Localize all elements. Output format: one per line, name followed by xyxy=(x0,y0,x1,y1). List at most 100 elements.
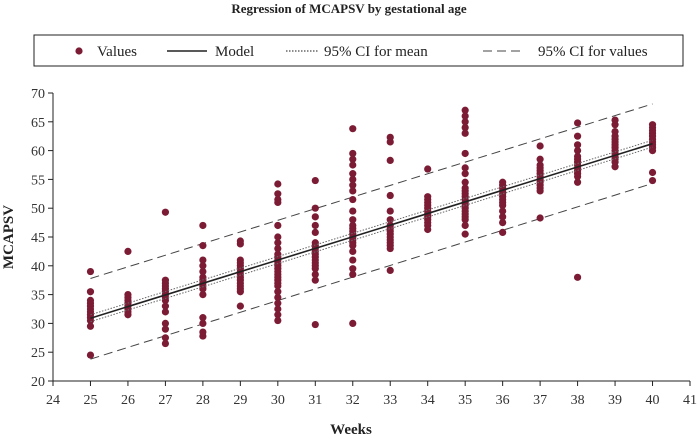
data-point xyxy=(573,152,582,160)
data-point xyxy=(461,106,469,114)
data-point xyxy=(349,265,357,273)
x-tick-label: 39 xyxy=(608,393,622,408)
data-point xyxy=(573,141,582,149)
y-tick-label: 55 xyxy=(31,173,45,188)
x-tick-label: 34 xyxy=(421,393,435,408)
data-point xyxy=(274,244,282,253)
data-point xyxy=(386,266,394,275)
x-tick-label: 31 xyxy=(308,393,322,408)
data-point xyxy=(461,129,469,137)
data-point xyxy=(536,142,544,150)
data-point xyxy=(199,319,207,327)
x-tick-label: 32 xyxy=(346,393,360,408)
x-tick-label: 33 xyxy=(383,393,397,408)
ci-values-lower-line xyxy=(90,182,653,360)
data-point xyxy=(499,207,507,215)
data-point xyxy=(311,320,319,329)
data-point xyxy=(161,334,170,342)
data-point xyxy=(461,230,469,238)
data-point xyxy=(386,207,394,215)
data-point xyxy=(499,228,507,236)
data-point xyxy=(349,170,357,178)
data-point xyxy=(199,291,207,299)
y-tick-label: 25 xyxy=(31,346,45,361)
y-tick-label: 50 xyxy=(31,202,45,217)
data-point xyxy=(86,288,95,296)
legend-ci-values-label: 95% CI for values xyxy=(538,44,648,60)
data-point xyxy=(274,233,282,241)
model-line xyxy=(90,142,653,319)
data-point xyxy=(311,276,319,284)
data-point xyxy=(349,207,357,215)
data-point xyxy=(199,267,207,276)
x-tick-label: 37 xyxy=(533,393,547,408)
data-point xyxy=(536,155,544,163)
data-point xyxy=(274,190,282,198)
data-point xyxy=(161,325,170,333)
y-tick-label: 70 xyxy=(31,87,45,102)
y-tick-label: 30 xyxy=(31,317,45,332)
data-point xyxy=(349,181,357,189)
data-point xyxy=(461,221,469,230)
y-tick-label: 60 xyxy=(31,145,45,160)
legend-values-marker xyxy=(75,47,83,55)
legend: Values Model 95% CI for mean 95% CI for … xyxy=(33,34,684,67)
data-point xyxy=(349,247,357,255)
y-tick-label: 45 xyxy=(31,231,45,246)
data-point xyxy=(386,191,394,200)
x-tick-label: 40 xyxy=(646,393,660,408)
x-axis-label: Weeks xyxy=(330,422,372,437)
data-point xyxy=(386,156,394,164)
chart-title: Regression of MCAPSV by gestational age xyxy=(231,1,467,16)
x-tick-label: 27 xyxy=(158,393,172,408)
legend-values-label: Values xyxy=(97,44,137,60)
data-point xyxy=(499,178,507,186)
data-point xyxy=(161,308,170,316)
data-point xyxy=(274,180,282,188)
data-point xyxy=(274,293,282,302)
y-tick-label: 40 xyxy=(31,260,45,275)
data-point xyxy=(573,132,582,140)
data-point xyxy=(199,221,207,230)
data-point xyxy=(573,147,582,155)
data-point xyxy=(349,149,357,158)
data-point xyxy=(349,161,357,169)
legend-model-label: Model xyxy=(215,44,254,60)
data-point xyxy=(311,270,319,279)
x-tick-label: 36 xyxy=(496,393,510,408)
data-point xyxy=(611,116,619,124)
data-point xyxy=(611,127,619,136)
ci-mean-lower-line xyxy=(90,146,653,323)
data-point xyxy=(236,256,244,264)
data-point xyxy=(274,221,282,230)
x-tick-label: 30 xyxy=(271,393,285,408)
data-point xyxy=(86,267,95,276)
data-point xyxy=(461,184,469,192)
data-point xyxy=(424,165,432,173)
data-point xyxy=(86,351,95,359)
data-point xyxy=(236,237,244,245)
y-tick-label: 35 xyxy=(31,289,45,304)
data-point xyxy=(349,187,357,195)
data-point xyxy=(349,125,357,133)
data-point xyxy=(461,118,469,126)
data-point xyxy=(461,170,469,178)
data-point xyxy=(311,221,319,230)
data-point xyxy=(349,256,357,264)
data-point xyxy=(311,204,319,212)
data-point xyxy=(124,291,132,299)
x-tick-label: 25 xyxy=(83,393,97,408)
data-point xyxy=(161,302,170,310)
data-point xyxy=(199,242,207,250)
data-point xyxy=(349,155,357,163)
y-tick-label: 65 xyxy=(31,116,45,131)
data-point xyxy=(311,176,319,185)
data-point xyxy=(648,168,657,177)
data-point xyxy=(461,112,469,120)
data-point xyxy=(86,322,95,330)
data-point xyxy=(124,247,132,255)
data-point xyxy=(349,216,357,224)
data-point xyxy=(274,311,282,319)
data-point xyxy=(648,176,657,185)
